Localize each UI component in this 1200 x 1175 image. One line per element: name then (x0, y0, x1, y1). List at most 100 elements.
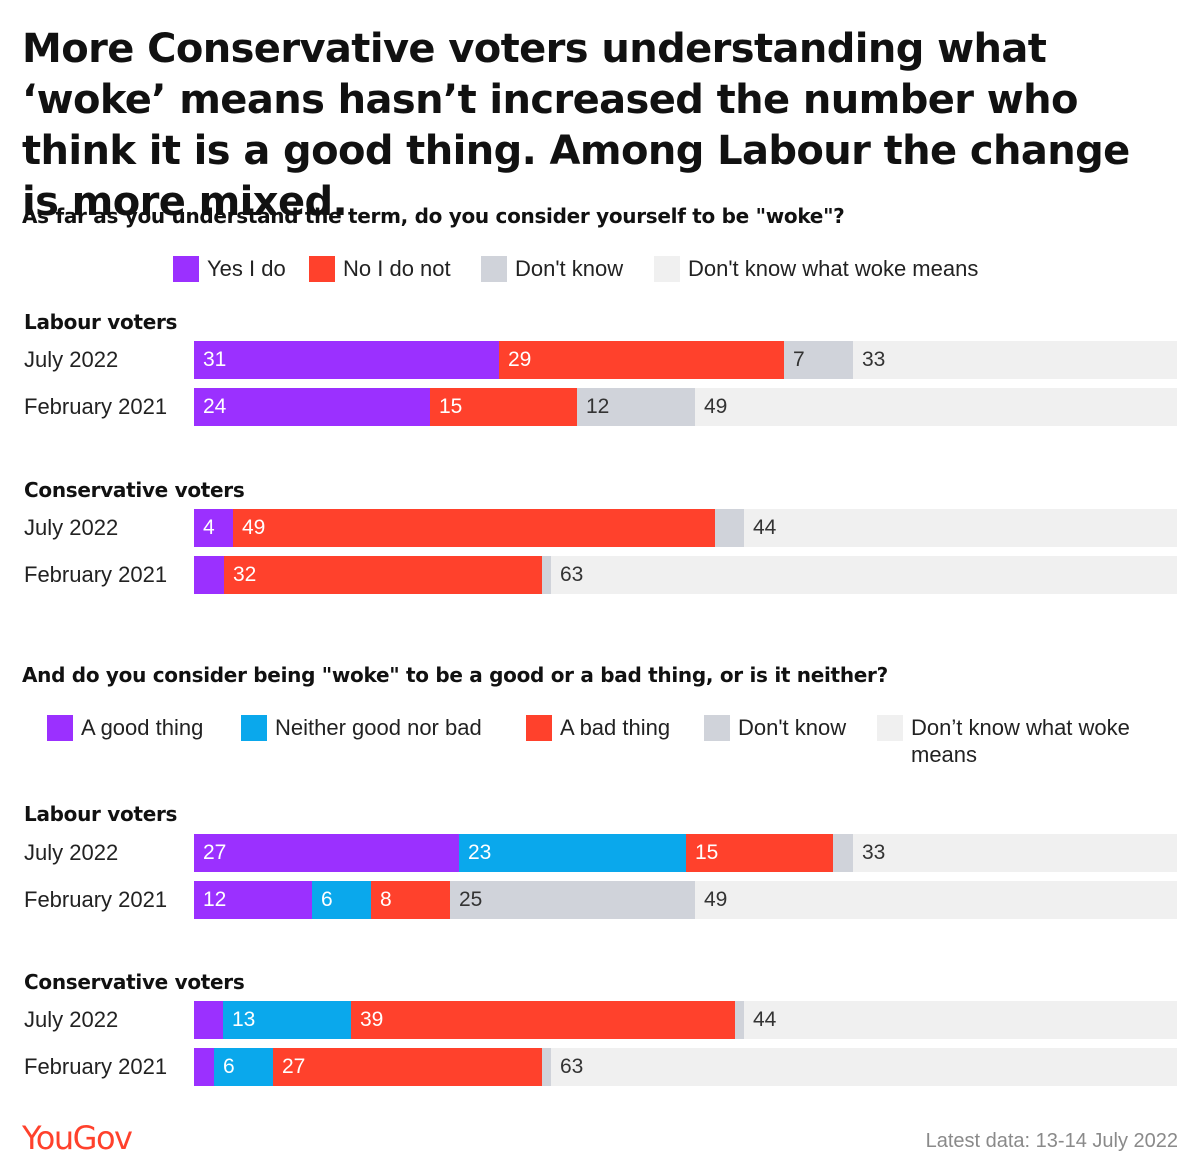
legend-item: Don't know what woke means (654, 255, 978, 282)
bar-segment (450, 881, 695, 919)
legend-label: Don't know (515, 256, 624, 281)
bar-segment (686, 834, 833, 872)
data-label: 15 (439, 395, 463, 418)
stacked-bar: 12 6 8 25 49 (194, 881, 1177, 919)
data-label: 33 (862, 348, 886, 371)
data-label: 63 (560, 563, 584, 586)
bar-segment (194, 341, 499, 379)
data-label: 44 (753, 516, 777, 539)
data-label: 13 (232, 1008, 256, 1031)
bar-segment (577, 388, 695, 426)
bar-segment (551, 556, 1177, 594)
bar-segment (542, 1048, 551, 1086)
stacked-bar: 13 39 44 (194, 1001, 1177, 1039)
bar-segment (695, 881, 1177, 919)
bar-segment (214, 1048, 273, 1086)
bar-segment (194, 509, 233, 547)
bar-segment (695, 388, 1177, 426)
bar-segment (194, 1048, 214, 1086)
legend-swatch (481, 256, 507, 282)
bar-segment (744, 1001, 1177, 1039)
row-label: February 2021 (24, 1054, 168, 1079)
bar-segment (853, 834, 1177, 872)
data-label: 63 (560, 1055, 584, 1078)
legend-swatch (47, 715, 73, 741)
legend-swatch (241, 715, 267, 741)
legend-swatch (173, 256, 199, 282)
legend-item: No I do not (309, 255, 451, 282)
stacked-bar: 32 63 (194, 556, 1177, 594)
bar-segment (371, 881, 450, 919)
row-label: July 2022 (24, 1007, 119, 1032)
chart-title: More Conservative voters understanding w… (22, 26, 1130, 225)
bar-segment (551, 1048, 1177, 1086)
data-label: 12 (586, 395, 610, 418)
bar-segment (312, 881, 371, 919)
row-label: July 2022 (24, 347, 119, 372)
bar-segment (194, 388, 430, 426)
legend-swatch (526, 715, 552, 741)
bar-segment (784, 341, 853, 379)
bar-segment (233, 509, 715, 547)
stacked-bar: 24 15 12 49 (194, 388, 1177, 426)
row-label: February 2021 (24, 562, 168, 587)
row-label: February 2021 (24, 394, 168, 419)
row-label: July 2022 (24, 840, 119, 865)
legend-label: Neither good nor bad (275, 715, 482, 740)
data-label: 7 (793, 348, 805, 371)
legend-swatch (877, 715, 903, 741)
bar-segment (194, 881, 312, 919)
group-label: Labour voters (24, 802, 178, 826)
data-label: 33 (862, 841, 886, 864)
data-label: 27 (282, 1055, 306, 1078)
stacked-bar: 6 27 63 (194, 1048, 1177, 1086)
legend-label: Don’t know what woke means (911, 715, 1130, 767)
group-label: Conservative voters (24, 970, 245, 994)
legend-swatch (654, 256, 680, 282)
latest-data-note: Latest data: 13-14 July 2022 (925, 1130, 1178, 1152)
data-label: 4 (203, 516, 215, 539)
legend-item: Yes I do (173, 255, 286, 282)
legend-label: A good thing (81, 715, 204, 740)
bar-segment (499, 341, 784, 379)
bar-segment (351, 1001, 735, 1039)
legend-label: A bad thing (560, 715, 671, 740)
legend-item: Neither good nor bad (241, 714, 482, 741)
data-label: 23 (468, 841, 492, 864)
data-label: 8 (380, 888, 392, 911)
data-label: 25 (459, 888, 483, 911)
data-label: 6 (223, 1055, 235, 1078)
bar-segment (194, 556, 224, 594)
bar-segment (735, 1001, 744, 1039)
bar-segment (853, 341, 1177, 379)
legend-label: Yes I do (207, 256, 286, 281)
stacked-bar: 31 29 7 33 (194, 341, 1177, 379)
bar-segment (224, 556, 542, 594)
data-label: 31 (203, 348, 227, 371)
data-label: 39 (360, 1008, 384, 1031)
row-label: July 2022 (24, 515, 119, 540)
data-label: 15 (695, 841, 719, 864)
bar-segment (715, 509, 744, 547)
data-label: 29 (508, 348, 532, 371)
data-label: 49 (704, 395, 728, 418)
data-label: 27 (203, 841, 227, 864)
bar-segment (194, 1001, 223, 1039)
legend-label: No I do not (343, 256, 451, 281)
data-label: 12 (203, 888, 227, 911)
yougov-logo: YouGov (22, 1119, 133, 1157)
bar-segment (273, 1048, 542, 1086)
data-label: 32 (233, 563, 257, 586)
legend-item: Don't know (481, 255, 623, 282)
data-label: 24 (203, 395, 227, 418)
legend-swatch (309, 256, 335, 282)
legend-item: Don't know (704, 714, 846, 741)
row-label: February 2021 (24, 887, 168, 912)
question-2: And do you consider being "woke" to be a… (22, 663, 888, 687)
bar-segment (833, 834, 853, 872)
bar-segment (430, 388, 577, 426)
data-label: 6 (321, 888, 333, 911)
group-label: Conservative voters (24, 478, 245, 502)
data-label: 49 (242, 516, 266, 539)
legend-item: A good thing (47, 714, 203, 741)
